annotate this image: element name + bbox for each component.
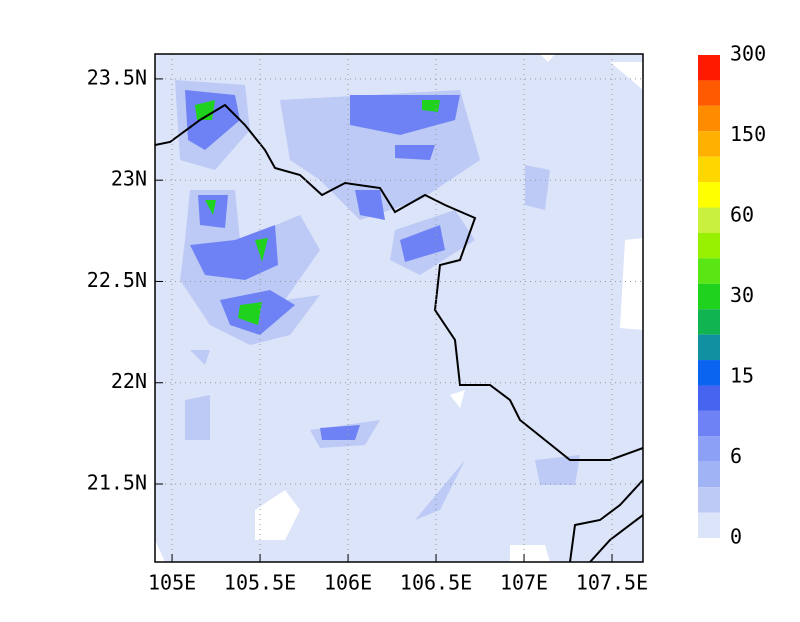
colorbar-box: [698, 360, 720, 386]
colorbar-label: 60: [730, 203, 754, 227]
colorbar-label: 15: [730, 364, 754, 388]
colorbar-box: [698, 156, 720, 183]
colorbar-box: [698, 207, 720, 233]
y-tick-label: 21.5N: [87, 471, 147, 495]
colorbar-box: [698, 55, 720, 81]
colorbar-box: [698, 334, 720, 361]
contour-field: [155, 54, 643, 562]
y-tick-label: 23N: [111, 167, 147, 191]
y-tick-label: 22.5N: [87, 268, 147, 292]
x-tick-label: 106.5E: [400, 571, 472, 595]
high-areas: [195, 100, 440, 325]
x-tick-label: 105E: [148, 571, 196, 595]
colorbar-label: 300: [730, 42, 766, 66]
colorbar-label: 30: [730, 283, 754, 307]
border-line: [155, 103, 643, 461]
colorbar-box: [698, 80, 720, 106]
coast-line: [569, 479, 643, 562]
zero-areas: [155, 54, 643, 562]
colorbar-label: 6: [730, 444, 742, 468]
colorbar-box: [698, 436, 720, 462]
x-tick-label: 107.5E: [576, 571, 648, 595]
colorbar-box: [698, 309, 720, 335]
y-tick-label: 23.5N: [87, 65, 147, 89]
colorbar-box: [698, 461, 720, 488]
x-tick-label: 107E: [500, 571, 548, 595]
colorbar-label: 150: [730, 122, 766, 146]
colorbar-box: [698, 385, 720, 411]
x-tick-label: 106E: [324, 571, 372, 595]
colorbar-box: [698, 232, 720, 259]
x-tick-label: 105.5E: [224, 571, 296, 595]
y-tick-label: 22N: [111, 369, 147, 393]
colorbar-box: [698, 182, 720, 208]
colorbar-box: [698, 512, 720, 538]
colorbar-label: 0: [730, 525, 742, 549]
colorbar-box: [698, 131, 720, 157]
colorbar-box: [698, 487, 720, 513]
colorbar-box: [698, 258, 720, 284]
colorbar-box: [698, 283, 720, 310]
colorbar-box: [698, 105, 720, 132]
colorbar-box: [698, 410, 720, 437]
plot-frame: [154, 53, 644, 563]
